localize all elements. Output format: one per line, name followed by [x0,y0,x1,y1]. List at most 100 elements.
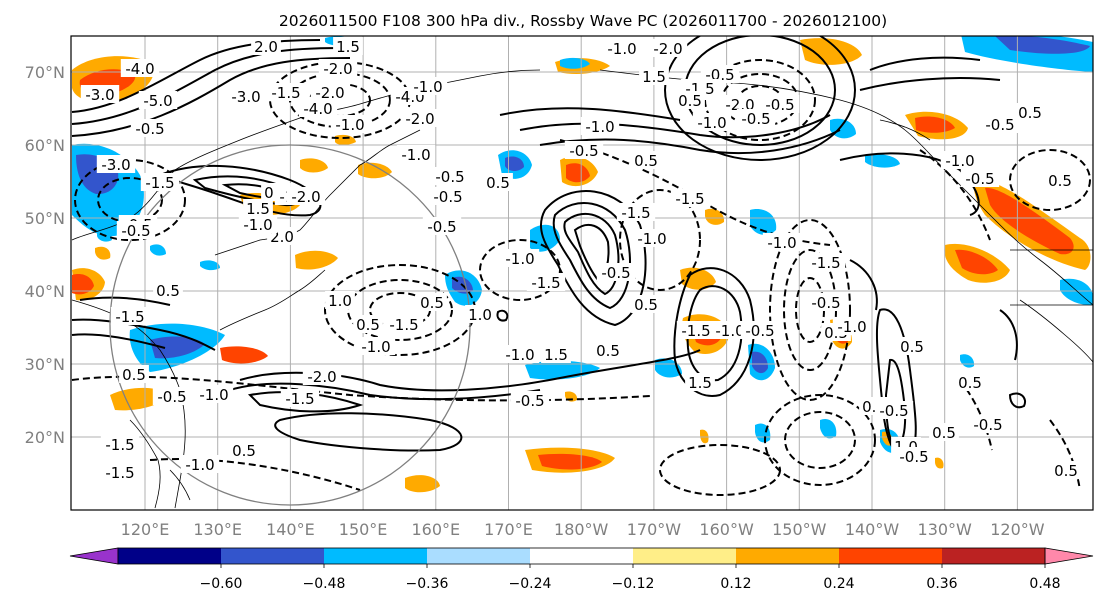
pos-contour [496,309,509,322]
colorbar-extend-low [69,547,119,565]
contour-label-bg [356,337,396,355]
colorbar-tick-label: 0.24 [823,576,854,592]
shade-patch [405,475,440,493]
contour-label-bg [639,67,669,85]
shade-patch [995,36,1090,54]
shade-patch [150,336,205,359]
colorbar-tick-label: −0.60 [200,576,243,592]
lat-tick-label: 50°N [25,209,65,228]
coastline [879,119,931,141]
contour-label: 1.0 [328,292,352,310]
contour-label: -1.5 [115,308,144,326]
contour-label: 0.5 [486,174,510,192]
contour-label: 0.5 [596,342,620,360]
contour-label-bg [140,173,180,191]
pos-contour [859,77,1001,91]
contour-label-bg [298,99,338,117]
coastline [169,469,191,501]
contour-label: -0.5 [811,294,840,312]
contour-label: -2.0 [653,40,682,58]
neg-contour [659,444,781,496]
contour-label: 0.5 [900,338,924,356]
contour-label-bg [286,187,326,205]
contour-label-bg [238,215,278,233]
contour-label-bg [408,77,448,95]
contour-label-bg [593,341,623,359]
pos-contour [71,47,341,125]
contour-label: 0.5 [356,316,380,334]
neg-contour [71,375,651,402]
contour-label-bg [500,249,540,267]
contour-label: -1.0 [637,230,666,248]
contour-label-bg [80,85,120,103]
contour-label-bg [428,187,468,205]
contour-label-bg [243,199,273,217]
contour-label: -1.0 [335,116,364,134]
contour-label: -4.0 [303,100,332,118]
contour-label-bg [968,415,1008,433]
map-frame [70,35,1094,511]
contour-label-bg [500,345,540,363]
contour-label: 0.5 [1054,462,1078,480]
neg-contour [347,279,453,341]
contour-label: -1.0 [697,114,726,132]
contour-label-bg [526,273,566,291]
contour-label-bg [710,321,750,339]
contour-label: 0.5 [958,374,982,392]
neg-contour [1009,149,1091,211]
latitude-axis: 70°N 60°N 50°N 40°N 30°N 20°N [25,63,65,447]
contour-label-bg [632,229,672,247]
contour-label: 0.5 [122,366,146,384]
contour-label-bg [96,155,136,173]
contour-label-bg [333,37,363,55]
neg-contour [769,219,851,401]
contour-label-bg [325,291,355,309]
lon-tick-label: 140°E [266,520,315,539]
contour-label-group: 2.0 1.5-4.0-3.0 -5.0-2.0-1.5 -2.0-3.0-4.0-1… [80,37,1081,482]
colorbar-segment [839,548,943,564]
contour-label: -3.0 [231,88,260,106]
contour-label-bg [960,169,1000,187]
contour-label-bg [194,385,234,403]
neg-contour [149,458,361,491]
shade-patch [566,163,590,183]
shade-patch [865,154,900,168]
contour-label: 0.5 [678,92,702,110]
colorbar-tick-label: 0.48 [1029,576,1060,592]
contour-label-bg [700,65,740,83]
neg-contour [784,411,856,469]
lon-tick-label: 120°E [121,520,170,539]
colorbar-segment [324,548,428,564]
contour-label-bg [676,321,716,339]
colorbar-segment [736,548,840,564]
contour-label: -1.0 [945,152,974,170]
contour-label-bg [670,189,710,207]
contour-label-bg [580,117,620,135]
pos-contour [229,382,541,401]
contour-label-bg [417,293,447,311]
contour-label-bg [762,233,802,251]
coastline [1019,299,1093,363]
contour-label: -5.0 [143,92,172,110]
lon-tick-label: 150°W [772,520,827,539]
contour-label: -0.5 [601,264,630,282]
pos-contour [1008,392,1026,409]
contour-label-bg [119,365,149,383]
shade-patch [530,224,560,252]
figure-title: 2026011500 F108 300 hPa div., Rossby Wav… [279,12,887,30]
pos-contour [563,213,620,296]
contour-label: -0.5 [157,388,186,406]
contour-label-bg [740,321,780,339]
contour-label-bg [152,387,192,405]
lon-tick-label: 150°E [339,520,388,539]
shade-patch [800,38,862,65]
contour-label-bg [631,295,661,313]
coastline [214,129,421,256]
contour-label: -0.5 [427,218,456,236]
contour-label: -1.0 [837,318,866,336]
pos-contour [157,164,322,217]
contour-label-bg [929,423,959,441]
contour-label-bg [596,263,636,281]
contour-label-bg [120,59,160,77]
